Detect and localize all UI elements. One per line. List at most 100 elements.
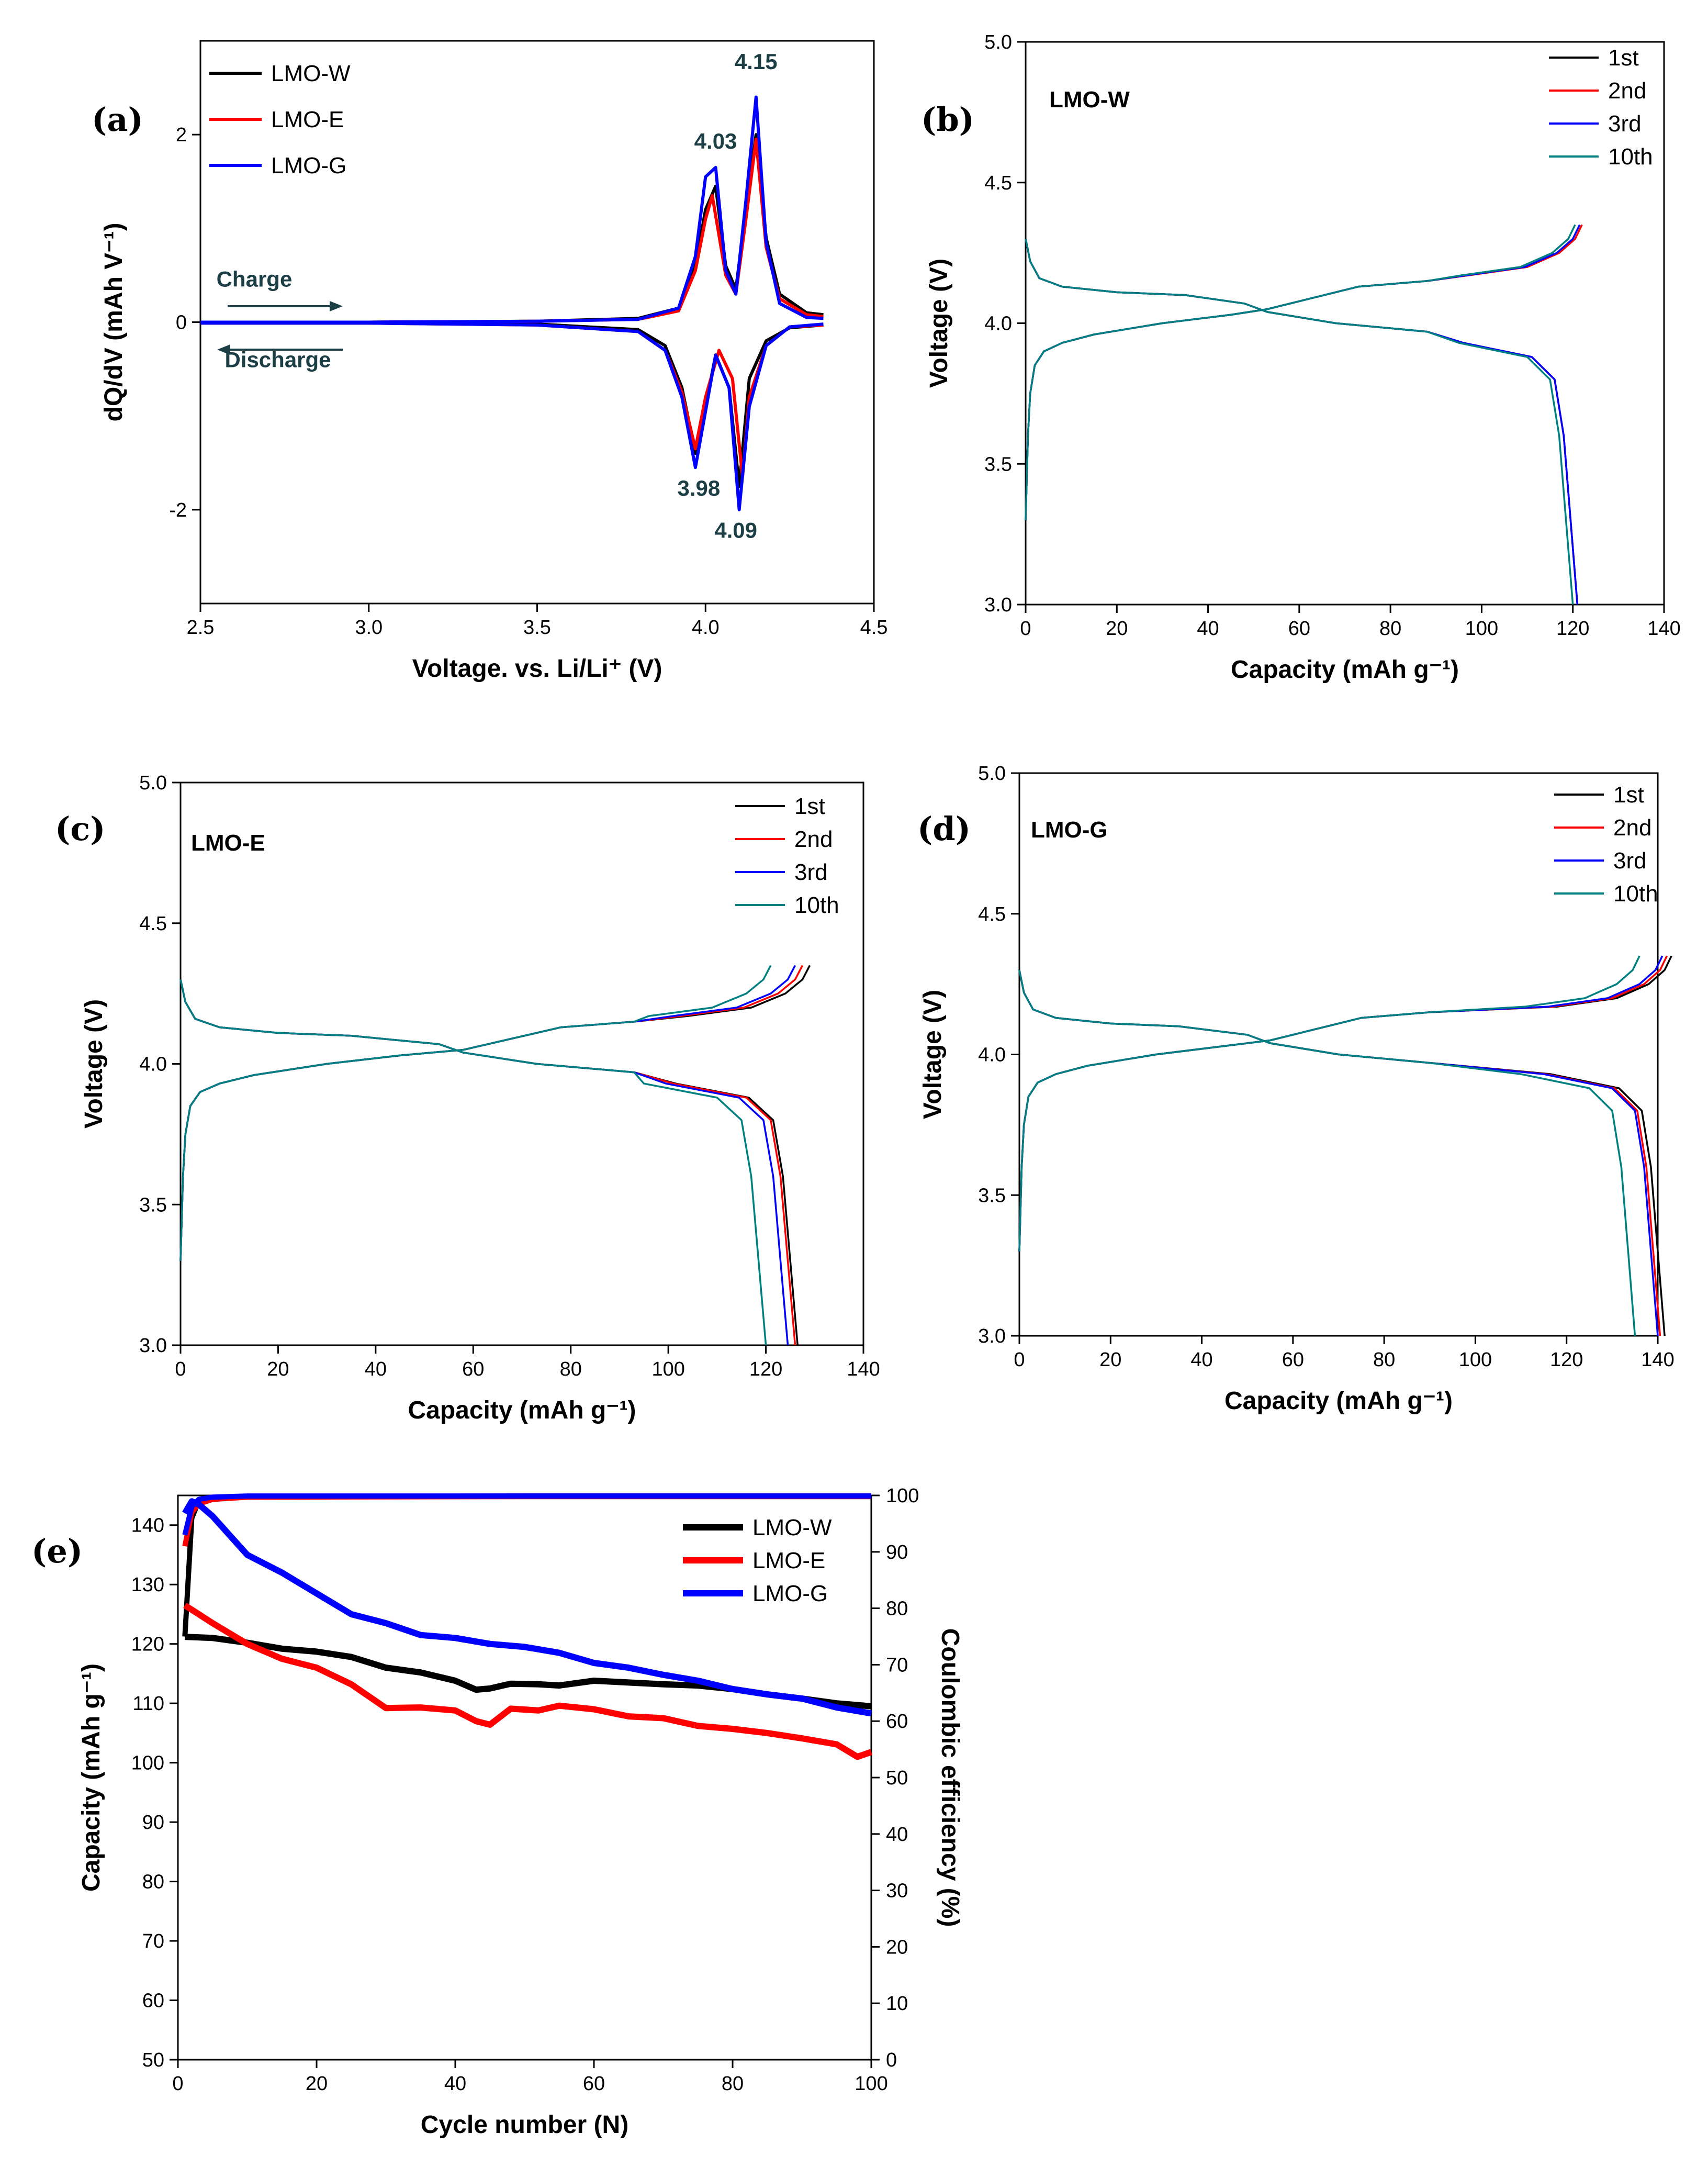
legend-label: LMO-W	[271, 61, 351, 86]
series-line-charge	[200, 95, 824, 324]
y2-tick-label: 50	[886, 1767, 908, 1789]
y-tick-label: 4.5	[978, 903, 1006, 925]
x-tick-label: 80	[560, 1358, 582, 1380]
y-tick-label: 4.0	[139, 1054, 167, 1076]
annotation-label: 4.03	[694, 129, 737, 153]
legend-label: 2nd	[794, 826, 833, 852]
legend-label: LMO-G	[271, 153, 346, 178]
series-line-discharge	[1018, 969, 1666, 1336]
y-tick-label: 0	[176, 312, 187, 334]
y-tick-label: 5.0	[978, 763, 1006, 785]
x-tick-label: 60	[583, 2073, 605, 2095]
x-tick-label: 4.5	[860, 617, 888, 639]
series-line-charge	[1025, 224, 1576, 520]
x-tick-label: 0	[172, 2073, 183, 2095]
y-tick-label: 130	[131, 1574, 164, 1596]
y-tick-label: 50	[142, 2049, 164, 2071]
plot-inner-title: LMO-G	[1031, 817, 1108, 843]
legend-label: 3rd	[1608, 111, 1642, 137]
y-tick-label: 3.5	[978, 1185, 1006, 1207]
panel-a-dqdv-plot: 2.5 3.0 3.5 4.0 4.5 -2 0 2 Voltage. vs. Li/Li⁺ (…	[92, 40, 888, 683]
y-tick-label: 120	[131, 1634, 164, 1656]
y-tick-label: 60	[142, 1990, 164, 2012]
panel-letter: (d)	[917, 810, 971, 848]
y-tick-label: 3.0	[984, 594, 1012, 616]
y-tick-label: 5.0	[984, 31, 1012, 53]
x-tick-label: 100	[651, 1358, 684, 1380]
y2-tick-label: 20	[886, 1936, 908, 1958]
legend-label: 3rd	[1613, 848, 1647, 874]
x-tick-label: 120	[749, 1358, 782, 1380]
legend-label: LMO-W	[752, 1515, 832, 1540]
y-axis-label: Voltage (V)	[925, 259, 953, 388]
x-tick-label: 140	[1647, 618, 1680, 640]
annotation-label: 3.98	[678, 476, 721, 500]
legend-label: 3rd	[794, 859, 828, 885]
y-tick-label: 4.5	[139, 913, 167, 935]
y-tick-label: 140	[131, 1515, 164, 1537]
panel-letter: (c)	[55, 810, 105, 848]
y-tick-label: 4.0	[984, 313, 1012, 335]
legend-label: 10th	[1608, 144, 1653, 170]
x-axis-label: Capacity (mAh g⁻¹)	[408, 1397, 636, 1424]
series-line-discharge	[179, 979, 767, 1346]
legend-label: 2nd	[1613, 815, 1651, 841]
y2-tick-label: 0	[886, 2049, 897, 2071]
series-line-efficiency	[182, 1493, 871, 1536]
x-tick-label: 2.5	[187, 617, 215, 639]
series-line-charge	[1025, 224, 1583, 520]
y-tick-label: 70	[142, 1930, 164, 1952]
legend-label: 1st	[794, 794, 825, 819]
series-line-charge	[179, 965, 772, 1261]
y-tick-label: 2	[176, 124, 187, 146]
y-tick-label: 3.5	[984, 453, 1012, 475]
y-axis-label: dQ/dV (mAh V⁻¹)	[100, 223, 128, 422]
plot-inner-title: LMO-E	[191, 830, 265, 856]
series-line-discharge	[1025, 238, 1579, 605]
x-tick-label: 60	[462, 1358, 484, 1380]
legend-label: 1st	[1613, 782, 1644, 808]
series-line-charge	[1025, 224, 1583, 520]
x-tick-label: 140	[1641, 1349, 1674, 1371]
x-tick-label: 20	[1106, 618, 1128, 640]
y-axis-label: Voltage (V)	[919, 990, 947, 1119]
series-line-discharge	[1018, 969, 1659, 1336]
x-tick-label: 100	[1465, 618, 1498, 640]
series-line-charge	[1025, 224, 1581, 520]
panel-b-lmo-w-voltage-profile: 0 20 40 60 80 100 120 140 3.0 3.5 4.0 4.5 5.0 Capacit…	[921, 31, 1681, 684]
x-axis-label: Capacity (mAh g⁻¹)	[1224, 1387, 1453, 1415]
series-line-discharge	[1025, 238, 1574, 605]
annotation-label: 4.09	[714, 518, 757, 543]
x-tick-label: 120	[1550, 1349, 1583, 1371]
x-tick-label: 20	[1099, 1349, 1121, 1371]
y-tick-label: 100	[131, 1752, 164, 1774]
x-tick-label: 80	[1379, 618, 1401, 640]
discharge-arrowhead	[217, 344, 230, 355]
y2-tick-label: 30	[886, 1880, 908, 1902]
x-tick-label: 60	[1288, 618, 1310, 640]
x-tick-label: 40	[1190, 1349, 1212, 1371]
y-tick-label: 90	[142, 1812, 164, 1834]
y-axis-label: Voltage (V)	[80, 999, 108, 1129]
series-line-discharge	[179, 979, 789, 1346]
x-tick-label: 40	[444, 2073, 466, 2095]
x-tick-label: 4.0	[692, 617, 720, 639]
charge-arrowhead	[330, 301, 343, 311]
legend-label: LMO-E	[752, 1548, 825, 1573]
annotation-label: Discharge	[224, 348, 331, 372]
x-tick-label: 0	[1014, 1349, 1025, 1371]
panel-d-lmo-g-voltage-profile: 0 20 40 60 80 100 120 140 3.0 3.5 4.0 4.5 5.0 Capacit…	[917, 763, 1675, 1415]
y2-tick-label: 80	[886, 1598, 908, 1620]
x-tick-label: 140	[847, 1358, 880, 1380]
y-axis-label: Capacity (mAh g⁻¹)	[77, 1663, 105, 1892]
y2-axis-label: Coulombic efficiency (%)	[936, 1628, 964, 1927]
x-tick-label: 60	[1282, 1349, 1304, 1371]
x-tick-label: 80	[1373, 1349, 1395, 1371]
plot-inner-title: LMO-W	[1049, 87, 1130, 113]
panel-c-lmo-e-voltage-profile: 0 20 40 60 80 100 120 140 3.0 3.5 4.0 4.5 5.0 Capacit…	[55, 772, 880, 1424]
y-tick-label: 5.0	[139, 772, 167, 794]
series-line-capacity	[183, 1602, 872, 1760]
annotation-label: 4.15	[735, 49, 778, 74]
plot-frame	[177, 1494, 872, 2061]
panel-letter: (e)	[31, 1532, 83, 1570]
